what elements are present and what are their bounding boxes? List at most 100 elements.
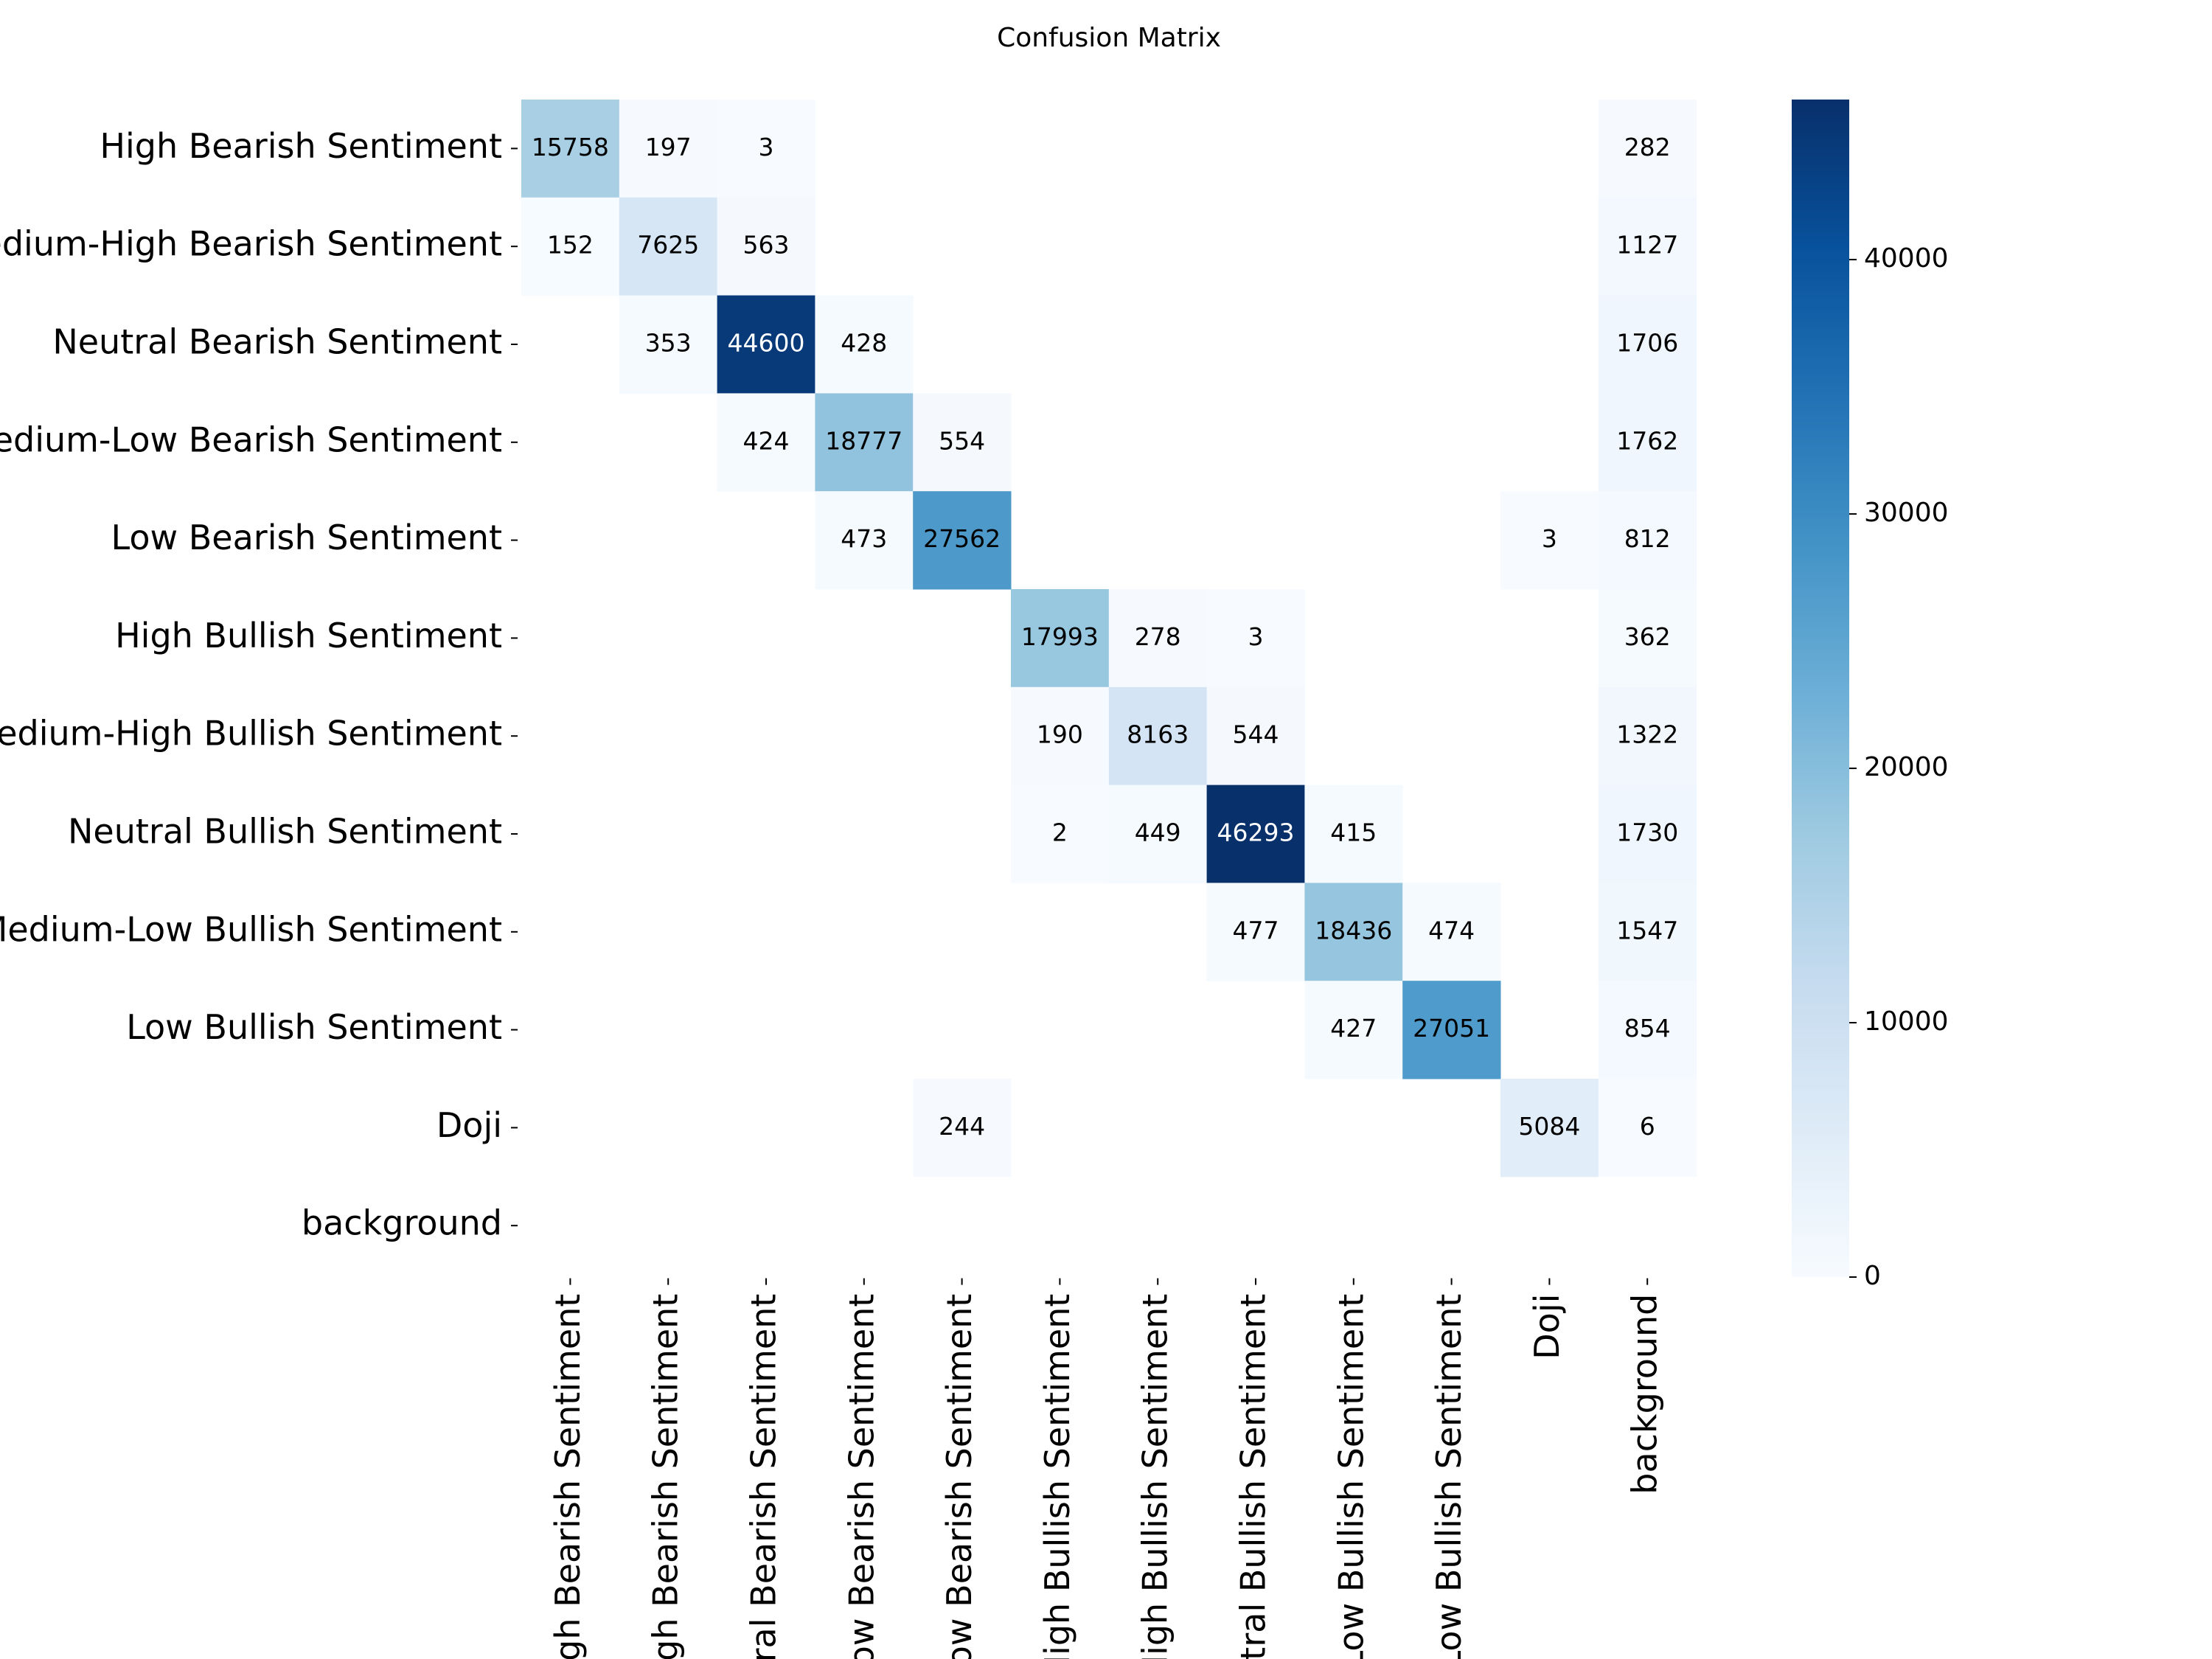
heatmap-cell: [1206, 686, 1305, 786]
cell-label: 353: [645, 329, 692, 358]
cell-label: 1127: [1616, 231, 1678, 260]
cell-label: 812: [1624, 524, 1671, 553]
y-tick-label: Low Bullish Sentiment: [126, 1007, 502, 1047]
cell-label: 474: [1428, 916, 1475, 945]
cell-label: 428: [841, 329, 887, 358]
heatmap-cell: [717, 295, 815, 394]
heatmap-cell: [1304, 785, 1403, 883]
heatmap-cell: [815, 491, 914, 590]
heatmap-cell: [1598, 1079, 1697, 1178]
cell-label: 477: [1233, 916, 1279, 945]
cell-label: 362: [1624, 622, 1671, 651]
heatmap-cell: [1598, 686, 1697, 786]
heatmap-cell: [1500, 1079, 1599, 1178]
x-tick-label: Medium-High Bearish Sentiment: [646, 1294, 686, 1659]
cell-label: 44600: [728, 329, 805, 358]
heatmap-cell: [1304, 981, 1403, 1079]
cell-label: 449: [1135, 818, 1181, 847]
cell-label: 5084: [1518, 1112, 1580, 1141]
heatmap-cell: [1598, 295, 1697, 394]
heatmap-cell: [619, 295, 718, 394]
y-tick-label: High Bullish Sentiment: [115, 616, 502, 655]
y-tick-label: High Bearish Sentiment: [100, 126, 502, 166]
colorbar-tick-label: 40000: [1864, 243, 1949, 274]
heatmap-cell: [1206, 883, 1305, 981]
cell-label: 46293: [1217, 818, 1295, 847]
y-tick-label: Medium-High Bearish Sentiment: [0, 224, 502, 264]
x-tick-label: High Bearish Sentiment: [548, 1294, 588, 1659]
y-tick-label: Neutral Bullish Sentiment: [68, 812, 502, 852]
colorbar-tick-label: 0: [1864, 1261, 1881, 1291]
x-tick-label: Neutral Bearish Sentiment: [744, 1294, 784, 1659]
cell-label: 17993: [1021, 622, 1099, 651]
heatmap-cell: [815, 295, 914, 394]
cell-label: 3: [759, 133, 774, 161]
y-tick-label: background: [302, 1203, 502, 1243]
cell-label: 424: [743, 426, 790, 455]
cell-label: 1762: [1616, 426, 1678, 455]
x-tick-label: Doji: [1527, 1294, 1567, 1360]
cell-label: 3: [1248, 622, 1264, 651]
heatmap-cell: [1206, 785, 1305, 883]
heatmap-cell: [913, 491, 1012, 590]
cell-label: 27051: [1413, 1014, 1490, 1043]
heatmap-cell: [1500, 491, 1599, 590]
cell-label: 2: [1052, 818, 1068, 847]
heatmap-cell: [1598, 589, 1697, 688]
heatmap-cell: [1108, 785, 1208, 883]
x-tick-label: background: [1625, 1294, 1665, 1495]
cell-label: 1547: [1616, 916, 1678, 945]
heatmap-cell: [1598, 393, 1697, 492]
heatmap-cell: [521, 197, 620, 296]
heatmap-cell: [1304, 883, 1403, 981]
cell-label: 473: [841, 524, 887, 553]
cell-label: 1730: [1616, 818, 1678, 847]
heatmap-cell: [1011, 589, 1110, 688]
x-tick-label: Low Bullish Sentiment: [1429, 1294, 1469, 1659]
heatmap-cell: [717, 197, 815, 296]
heatmap-cell: [1598, 197, 1697, 296]
heatmap-cell: [1108, 686, 1208, 786]
colorbar-tick-label: 20000: [1864, 752, 1949, 782]
heatmap-cell: [1598, 491, 1697, 590]
cell-label: 554: [939, 426, 985, 455]
cell-label: 563: [743, 231, 790, 260]
x-tick-label: Neutral Bullish Sentiment: [1234, 1294, 1273, 1659]
heatmap-cell: [815, 393, 914, 492]
cell-label: 544: [1233, 720, 1279, 749]
chart-title: Confusion Matrix: [997, 23, 1221, 53]
x-tick-label: Medium-High Bullish Sentiment: [1135, 1294, 1175, 1659]
x-tick-label: Medium-Low Bearish Sentiment: [841, 1294, 881, 1659]
colorbar-tick-label: 10000: [1864, 1006, 1949, 1037]
heatmap-cell: [1598, 883, 1697, 981]
cell-label: 197: [645, 133, 692, 161]
heatmap-cell: [1011, 686, 1110, 786]
cell-label: 7625: [637, 231, 699, 260]
heatmap-cell: [717, 100, 815, 198]
cell-label: 27562: [923, 524, 1001, 553]
cell-label: 6: [1640, 1112, 1655, 1141]
cell-label: 3: [1542, 524, 1557, 553]
heatmap-cell: [717, 393, 815, 492]
cell-label: 8163: [1127, 720, 1189, 749]
heatmap-cell: [1011, 785, 1110, 883]
x-tick-label: Medium-Low Bullish Sentiment: [1331, 1294, 1371, 1659]
heatmap-cell: [1598, 785, 1697, 883]
y-tick-label: Medium-High Bullish Sentiment: [0, 714, 502, 754]
x-tick-label: Low Bearish Sentiment: [939, 1294, 979, 1659]
heatmap-cell: [1598, 100, 1697, 198]
y-tick-label: Medium-Low Bearish Sentiment: [0, 420, 502, 459]
x-tick-label: High Bullish Sentiment: [1037, 1294, 1077, 1659]
heatmap-cell: [619, 197, 718, 296]
cell-label: 415: [1330, 818, 1377, 847]
cell-label: 427: [1330, 1014, 1377, 1043]
colorbar-tick-label: 30000: [1864, 498, 1949, 528]
colorbar: [1792, 100, 1849, 1277]
y-tick-label: Medium-Low Bullish Sentiment: [0, 909, 502, 949]
cell-label: 282: [1624, 133, 1671, 161]
cell-label: 854: [1624, 1014, 1671, 1043]
cell-label: 244: [939, 1112, 985, 1141]
y-tick-label: Low Bearish Sentiment: [111, 518, 502, 557]
cell-label: 1322: [1616, 720, 1678, 749]
